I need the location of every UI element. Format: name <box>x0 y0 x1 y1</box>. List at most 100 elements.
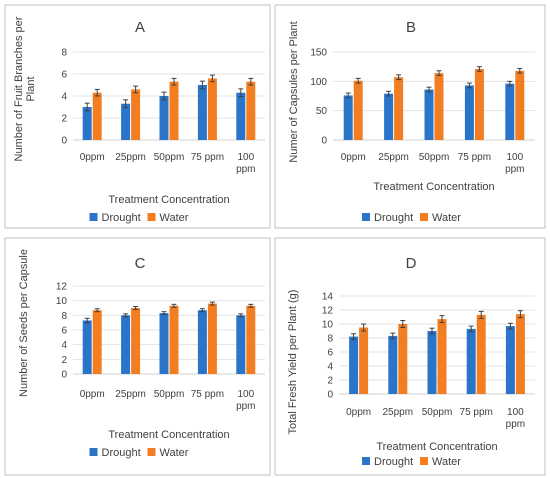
x-tick-label: 25ppm <box>383 407 414 418</box>
bar-drought-75ppm <box>197 310 207 374</box>
x-tick-label: 25ppm <box>115 389 146 400</box>
chart-panel-d: D 0 2 4 6 8 10 12 14 0ppm 25ppm 50ppm 75 ppm 100 ppm Tr… <box>274 237 546 476</box>
bar-water-25ppm <box>398 324 408 394</box>
x-axis-title: Treatment Concentration <box>108 194 229 206</box>
bar-drought-50ppm <box>159 313 169 374</box>
y-tick-label: 2 <box>327 376 333 387</box>
x-tick-label: 75 ppm <box>191 152 224 163</box>
x-axis-title: Treatment Concentration <box>373 181 494 193</box>
y-tick-label: 0 <box>61 370 67 381</box>
bar-water-0ppm <box>353 80 363 140</box>
chart-panel-b: B 0 50 100 150 0ppm 25ppm 50ppm 75 ppm 100 ppm Trea… <box>274 4 546 229</box>
x-tick-label: 75 ppm <box>458 152 491 163</box>
bar-drought-0ppm <box>343 95 353 140</box>
bar-water-100ppm <box>515 314 525 394</box>
bar-water-75ppm <box>474 69 484 140</box>
y-tick-label: 0 <box>61 136 67 147</box>
y-tick-label: 0 <box>327 390 333 401</box>
y-tick-label: 12 <box>56 282 68 293</box>
bar-drought-50ppm <box>424 89 434 140</box>
bar-drought-100ppm <box>236 92 246 140</box>
y-tick-label: 10 <box>56 296 68 307</box>
chart-panel-c: C 0 2 4 6 8 10 12 0ppm 25ppm 50ppm 75 ppm 100 ppm Trea… <box>4 237 271 476</box>
bar-water-25ppm <box>394 77 404 140</box>
bar-drought-0ppm <box>349 336 359 394</box>
bar-drought-25ppm <box>388 335 398 394</box>
x-tick-label: 50ppm <box>154 389 185 400</box>
y-tick-label: 0 <box>321 136 327 147</box>
x-tick-label: 0ppm <box>80 389 105 400</box>
x-tick-label: 50ppm <box>419 152 450 163</box>
bar-water-50ppm <box>437 319 447 394</box>
y-tick-label: 50 <box>316 106 328 117</box>
legend-swatch-drought <box>362 213 370 221</box>
y-tick-label: 14 <box>322 292 334 303</box>
bar-water-100ppm <box>246 305 256 374</box>
y-axis-title: Number of Seeds per Capsule <box>18 249 30 397</box>
legend-label-water: Water <box>432 456 461 468</box>
x-tick-label: 75 ppm <box>191 389 224 400</box>
legend-swatch-water <box>147 213 156 221</box>
legend-swatch-drought <box>89 213 98 221</box>
x-tick-label: 25ppm <box>378 152 409 163</box>
bar-drought-75ppm <box>464 85 474 140</box>
x-tick-label: 100 ppm <box>236 389 255 412</box>
y-tick-label: 8 <box>327 334 333 345</box>
y-tick-label: 4 <box>61 340 67 351</box>
panel-border <box>274 4 546 229</box>
legend-label-drought: Drought <box>102 212 141 224</box>
bar-water-50ppm <box>169 305 179 374</box>
legend-label-water: Water <box>432 212 461 224</box>
y-tick-label: 6 <box>61 326 67 337</box>
bar-water-50ppm <box>169 81 179 140</box>
x-axis-title: Treatment Concentration <box>376 441 497 453</box>
x-tick-label: 100 ppm <box>506 407 525 430</box>
legend-swatch-drought <box>89 448 98 456</box>
y-tick-label: 2 <box>61 355 67 366</box>
x-tick-label: 75 ppm <box>460 407 493 418</box>
x-tick-label: 100 ppm <box>236 152 255 175</box>
bar-drought-75ppm <box>466 328 476 394</box>
panel-title: C <box>135 255 146 272</box>
y-tick-label: 6 <box>61 70 67 81</box>
bar-water-0ppm <box>359 327 369 394</box>
legend-label-drought: Drought <box>374 212 413 224</box>
legend-label-water: Water <box>160 212 189 224</box>
bar-drought-25ppm <box>121 315 131 374</box>
x-tick-label: 0ppm <box>341 152 366 163</box>
legend-label-drought: Drought <box>374 456 413 468</box>
bar-drought-25ppm <box>384 93 394 140</box>
panel-title: A <box>135 19 145 36</box>
panel-title: D <box>406 255 417 272</box>
legend-swatch-water <box>147 448 156 456</box>
bar-water-0ppm <box>92 92 102 140</box>
y-tick-label: 8 <box>61 311 67 322</box>
legend-swatch-drought <box>362 457 370 465</box>
bar-water-75ppm <box>207 78 217 140</box>
y-tick-label: 4 <box>327 362 333 373</box>
bar-drought-0ppm <box>82 320 92 374</box>
x-tick-label: 25ppm <box>115 152 146 163</box>
panel-title: B <box>406 19 416 36</box>
bar-drought-100ppm <box>505 83 515 140</box>
y-tick-label: 6 <box>327 348 333 359</box>
bar-drought-50ppm <box>159 96 169 140</box>
y-tick-label: 8 <box>61 48 67 59</box>
bar-drought-100ppm <box>236 315 246 374</box>
y-tick-label: 2 <box>61 114 67 125</box>
x-tick-label: 50ppm <box>422 407 453 418</box>
x-tick-label: 50ppm <box>154 152 185 163</box>
legend-label-drought: Drought <box>102 447 141 459</box>
y-axis-title: Numer of Capsules per Plant <box>288 21 300 162</box>
x-axis-title: Treatment Concentration <box>108 429 229 441</box>
bar-water-50ppm <box>434 73 444 140</box>
y-tick-label: 100 <box>310 77 327 88</box>
x-tick-label: 0ppm <box>80 152 105 163</box>
y-tick-label: 10 <box>322 320 334 331</box>
y-tick-label: 12 <box>322 306 334 317</box>
legend-swatch-water <box>420 457 428 465</box>
y-axis-title: Total Fresh Yield per Plant (g) <box>287 290 299 435</box>
panel-border <box>274 237 546 476</box>
y-tick-label: 150 <box>310 48 327 59</box>
